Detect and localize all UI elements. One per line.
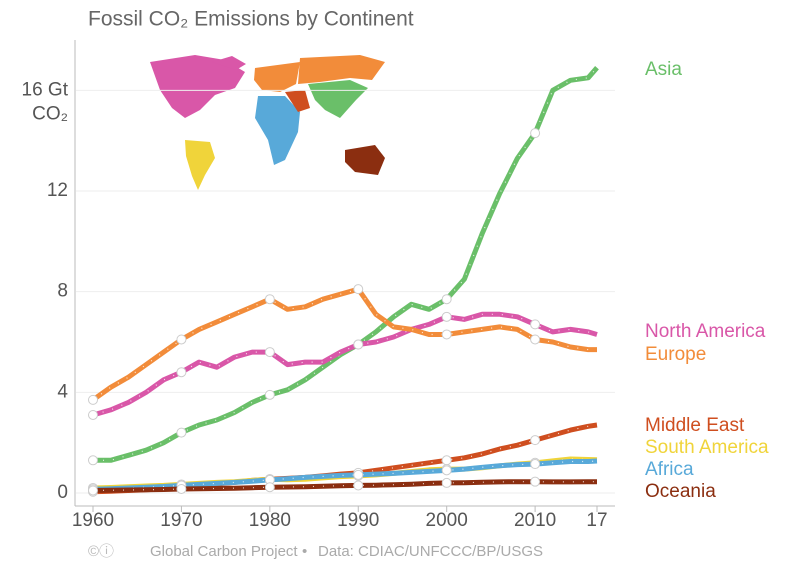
decade-marker — [441, 329, 452, 340]
y-tick-label: 16 Gt — [22, 79, 69, 100]
series-label: Asia — [645, 59, 682, 80]
series-line-dots — [92, 288, 597, 401]
y-tick-label: 8 — [57, 281, 68, 302]
decade-marker — [530, 334, 541, 345]
decade-marker — [441, 311, 452, 322]
x-tick-label: 1980 — [249, 510, 291, 531]
decade-marker — [88, 455, 98, 466]
footer-data: Data: CDIAC/UNFCCC/BP/USGS — [318, 543, 543, 560]
decade-marker — [88, 409, 98, 420]
decade-marker — [441, 465, 452, 476]
decade-marker — [353, 339, 364, 350]
x-tick-label: 2010 — [514, 510, 556, 531]
decade-marker — [530, 476, 541, 487]
decade-marker — [176, 367, 187, 378]
series-label: Europe — [645, 344, 706, 365]
decade-marker — [176, 334, 187, 345]
decade-marker — [176, 427, 187, 438]
x-tick-label: 2000 — [426, 510, 468, 531]
decade-marker — [530, 128, 541, 139]
decade-marker — [88, 485, 98, 496]
footer-separator: • — [302, 543, 307, 560]
series-line — [91, 286, 597, 402]
decade-marker — [353, 469, 364, 480]
x-tick-label: 1960 — [72, 510, 114, 531]
decade-marker — [530, 435, 541, 446]
series-label: South America — [645, 437, 769, 458]
series-label: Oceania — [645, 481, 716, 502]
footer-source: Global Carbon Project — [150, 543, 298, 560]
decade-marker — [441, 477, 452, 488]
decade-marker — [530, 459, 541, 470]
y-tick-label: 12 — [47, 180, 68, 201]
y-tick-label: 0 — [57, 482, 68, 503]
license-icon: ©ⓘ — [88, 543, 114, 560]
series-line — [93, 66, 599, 463]
x-tick-label: 17 — [586, 510, 607, 531]
series-line-dots — [93, 67, 598, 461]
series-line-dots — [92, 424, 598, 493]
decade-marker — [441, 294, 452, 305]
world-map — [150, 55, 385, 190]
decade-marker — [441, 455, 452, 466]
decade-marker — [88, 394, 98, 405]
series-label: Middle East — [645, 415, 745, 436]
decade-marker — [176, 483, 187, 494]
chart-title: Fossil CO₂ Emissions by Continent — [88, 8, 414, 31]
series-label: Africa — [645, 459, 694, 480]
y-unit-label: CO₂ — [32, 103, 68, 124]
decade-marker — [264, 347, 275, 358]
decade-marker — [530, 319, 541, 330]
decade-marker — [264, 294, 275, 305]
x-tick-label: 1970 — [160, 510, 202, 531]
series-label: North America — [645, 321, 766, 342]
decade-marker — [264, 482, 275, 493]
y-tick-label: 4 — [57, 381, 68, 402]
x-tick-label: 1990 — [337, 510, 379, 531]
decade-marker — [264, 389, 275, 400]
decade-marker — [353, 284, 364, 295]
decade-marker — [353, 480, 364, 491]
